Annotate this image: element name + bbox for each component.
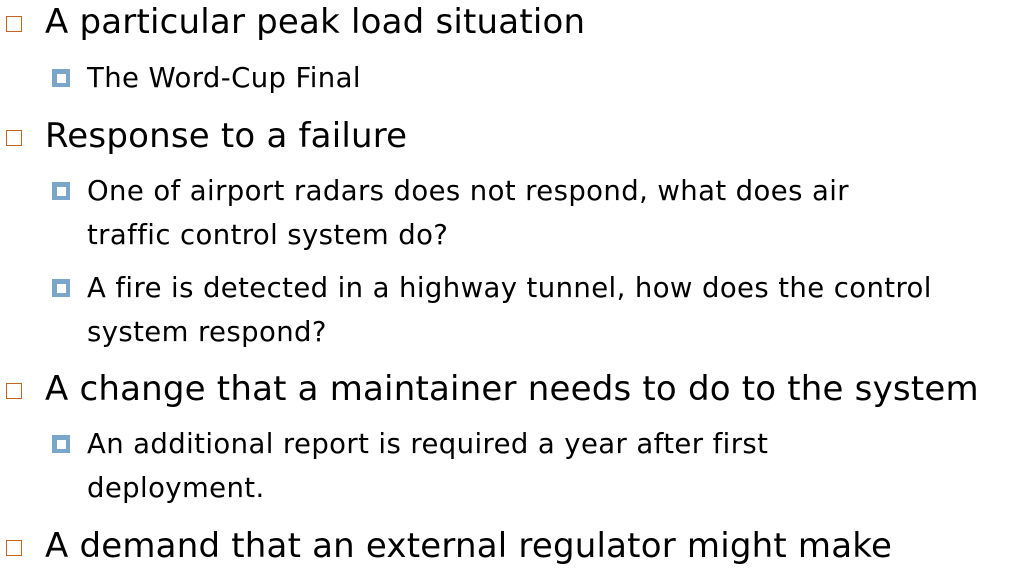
hollow-square-bullet-icon [6, 383, 22, 399]
sub-bullet-text-line-2: traffic control system do? [87, 219, 449, 251]
sub-bullet-text-line-2: deployment. [87, 472, 265, 504]
hollow-square-bullet-icon [6, 540, 22, 556]
bullet-text: A change that a maintainer needs to do t… [45, 369, 979, 409]
bullet-text: A demand that an external regulator migh… [45, 526, 893, 566]
hollow-square-bullet-icon [6, 130, 22, 146]
bullet-text: Response to a failure [45, 116, 408, 156]
sub-bullet-text-line-1: An additional report is required a year … [87, 428, 769, 460]
sub-bullet-text-line-1: A fire is detected in a highway tunnel, … [87, 272, 932, 304]
sub-bullet-text-line-1: One of airport radars does not respond, … [87, 175, 849, 207]
hollow-square-bullet-icon [6, 16, 22, 32]
sub-bullet-text-line-2: system respond? [87, 316, 327, 348]
square-bullet-icon [52, 182, 70, 200]
sub-bullet-text: The Word-Cup Final [87, 62, 361, 94]
square-bullet-icon [52, 279, 70, 297]
square-bullet-icon [52, 435, 70, 453]
square-bullet-icon [52, 69, 70, 87]
bullet-text: A particular peak load situation [45, 2, 586, 42]
